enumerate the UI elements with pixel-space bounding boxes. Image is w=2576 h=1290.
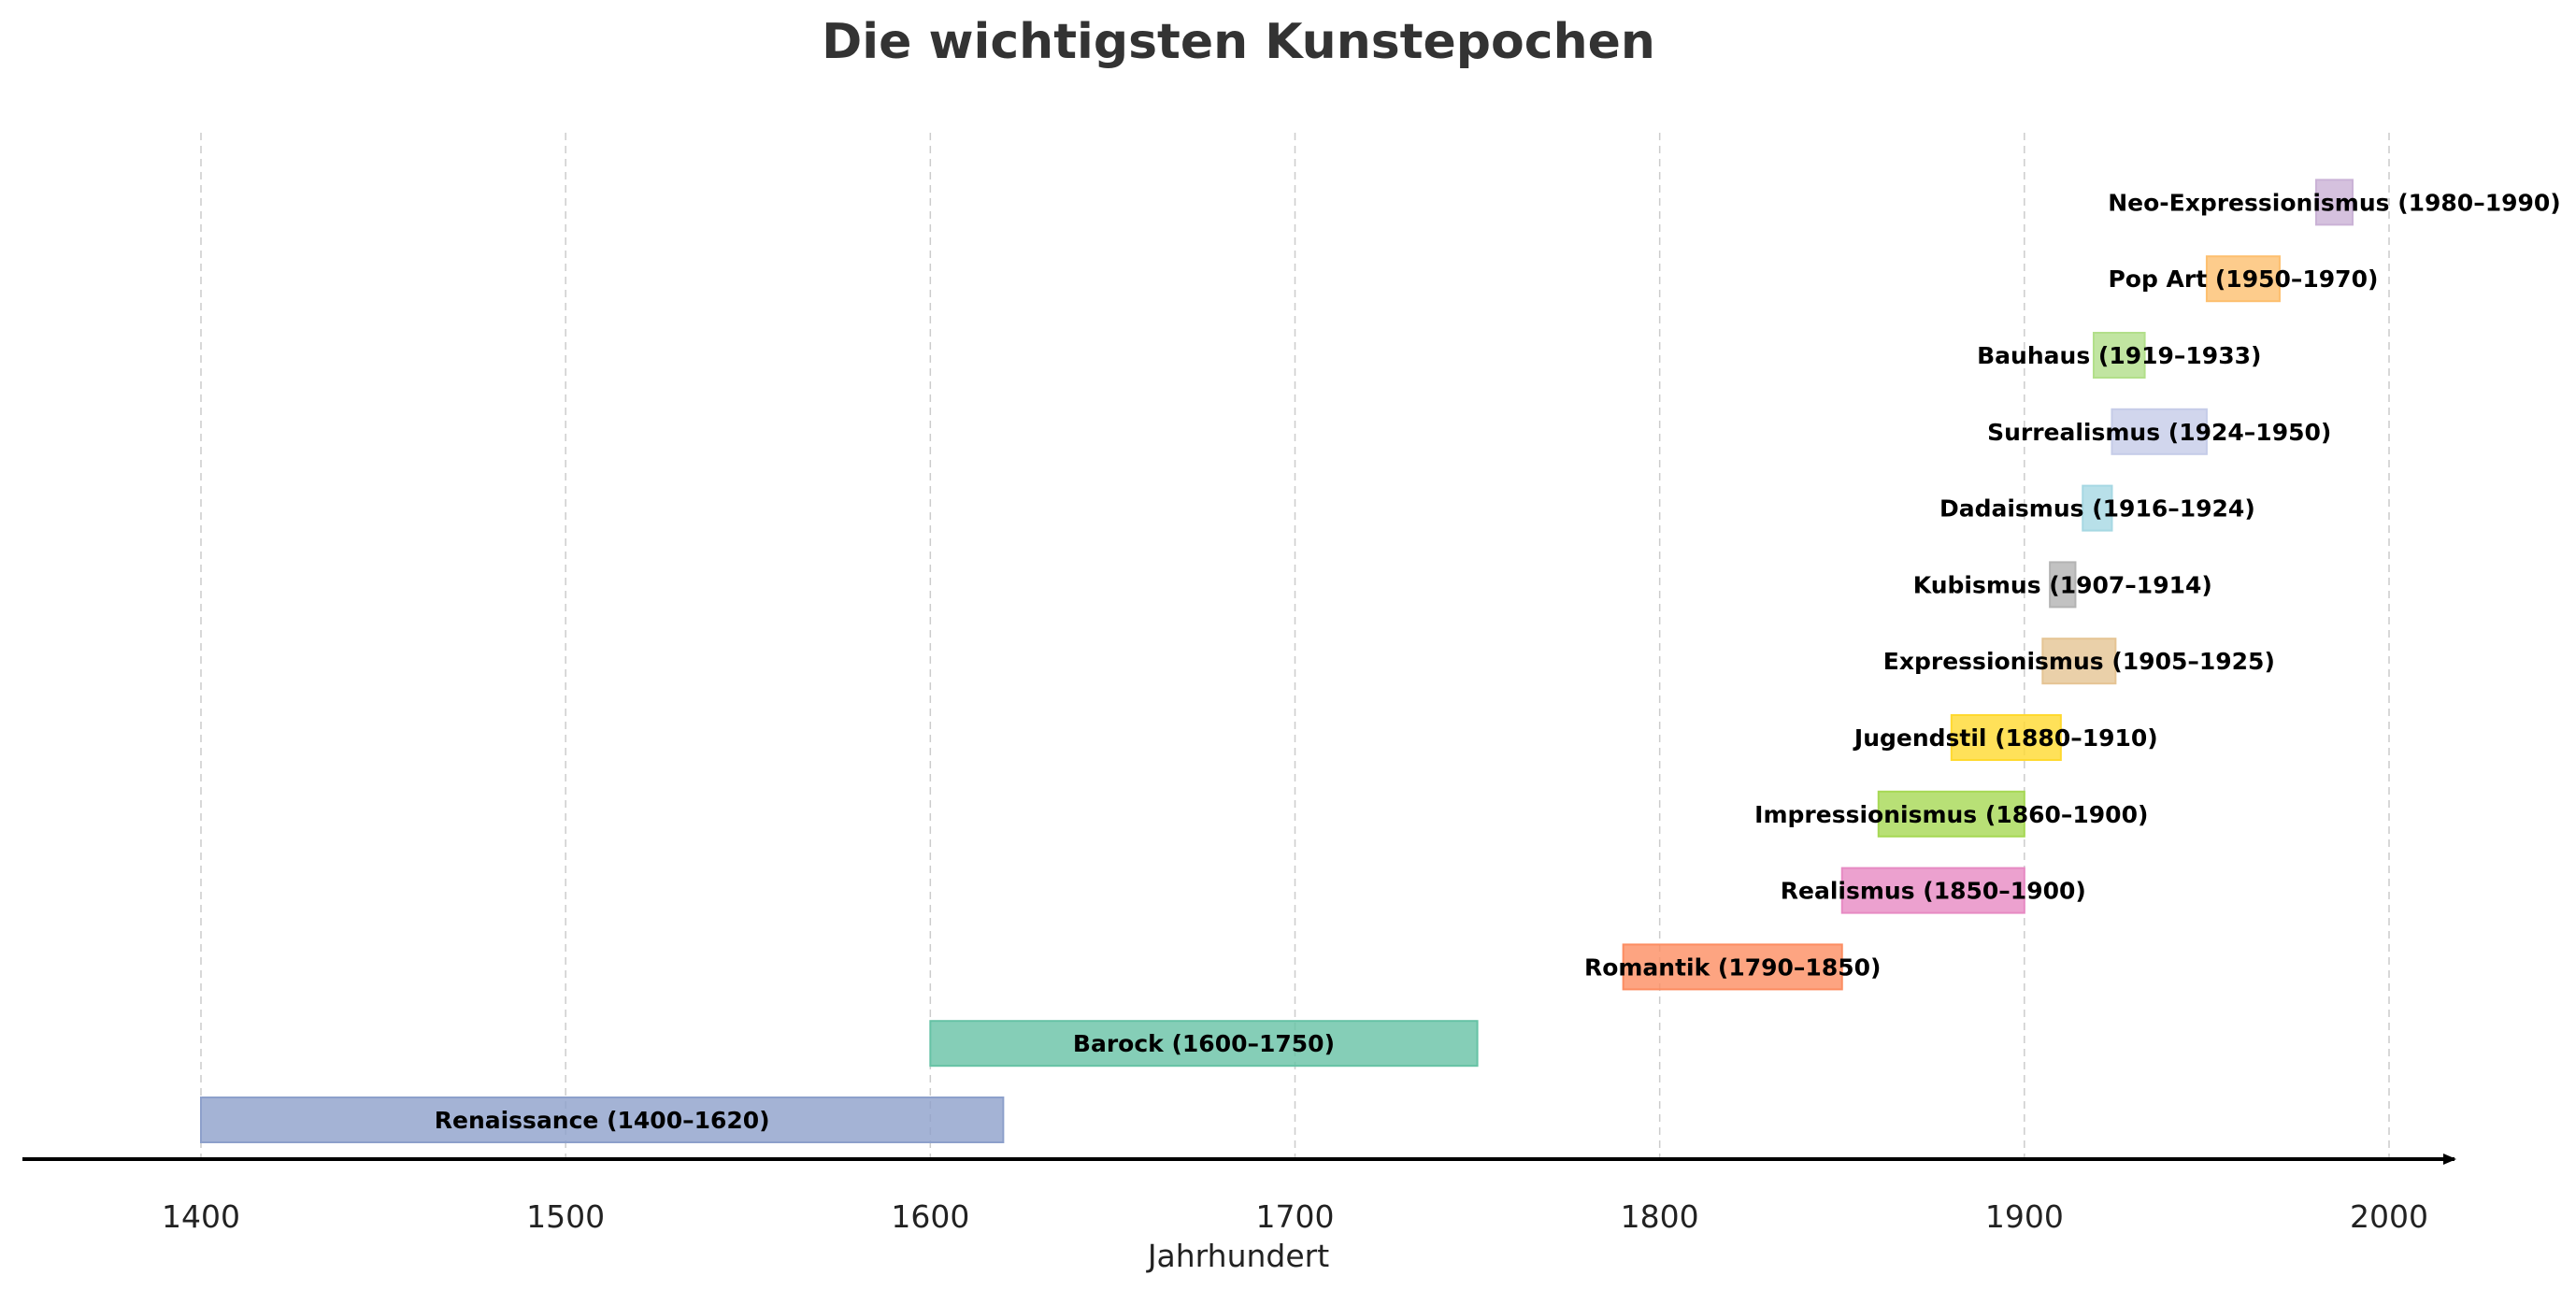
bar-renaissance <box>200 1096 1005 1143</box>
bar-barock <box>929 1020 1479 1068</box>
x-axis-label: Jahrhundert <box>1146 1238 1329 1274</box>
bar-label-renaissance: Renaissance (1400–1620) <box>435 1107 770 1134</box>
grid-lines <box>200 133 2390 1159</box>
bar-neo-expressionismus <box>2314 179 2354 226</box>
bar-expressionismus <box>2041 638 2117 685</box>
x-tick-label-1600: 1600 <box>891 1198 969 1235</box>
bar-label-kubismus: Kubismus (1907–1914) <box>1913 571 2212 598</box>
bar-label-romantik: Romantik (1790–1850) <box>1584 953 1882 981</box>
x-tick-label-2000: 2000 <box>2350 1198 2428 1235</box>
bar-label-realismus: Realismus (1850–1900) <box>1781 878 2086 905</box>
x-tick-label-1800: 1800 <box>1621 1198 1699 1235</box>
bar-dadaismus <box>2082 484 2113 532</box>
x-tick-label-1700: 1700 <box>1256 1198 1335 1235</box>
bar-label-bauhaus: Bauhaus (1919–1933) <box>1977 342 2261 369</box>
x-tick-label-1900: 1900 <box>1985 1198 2064 1235</box>
period-bars <box>200 179 2354 1143</box>
chart-title: Die wichtigsten Kunstepochen <box>822 14 1655 70</box>
bar-label-expressionismus: Expressionismus (1905–1925) <box>1883 648 2275 675</box>
bar-label-dadaismus: Dadaismus (1916–1924) <box>1939 495 2255 523</box>
bar-jugendstil <box>1950 714 2062 761</box>
x-tick-label-1400: 1400 <box>162 1198 240 1235</box>
bar-label-impressionismus: Impressionismus (1860–1900) <box>1754 801 2148 828</box>
bar-label-jugendstil: Jugendstil (1880–1910) <box>1853 724 2158 752</box>
bar-romantik <box>1622 943 1843 991</box>
bar-label-neo-expressionismus: Neo-Expressionismus (1980–1990) <box>2108 189 2561 216</box>
bar-impressionismus <box>1877 790 2025 838</box>
x-tick-label-1500: 1500 <box>526 1198 605 1235</box>
bar-kubismus <box>2049 561 2077 609</box>
bar-label-pop: Pop Art (1950–1970) <box>2108 265 2378 293</box>
bar-label-surrealismus: Surrealismus (1924–1950) <box>1987 419 2331 446</box>
x-tick-labels: 1400 1500 1600 1700 1800 1900 2000 <box>162 1198 2428 1235</box>
bar-realismus <box>1840 867 2025 914</box>
bar-label-barock: Barock (1600–1750) <box>1073 1030 1335 1057</box>
bar-pop <box>2205 255 2281 303</box>
bar-bauhaus <box>2092 332 2146 379</box>
period-labels: Renaissance (1400–1620) Barock (1600–1750… <box>435 189 2561 1134</box>
bar-surrealismus <box>2111 408 2208 455</box>
